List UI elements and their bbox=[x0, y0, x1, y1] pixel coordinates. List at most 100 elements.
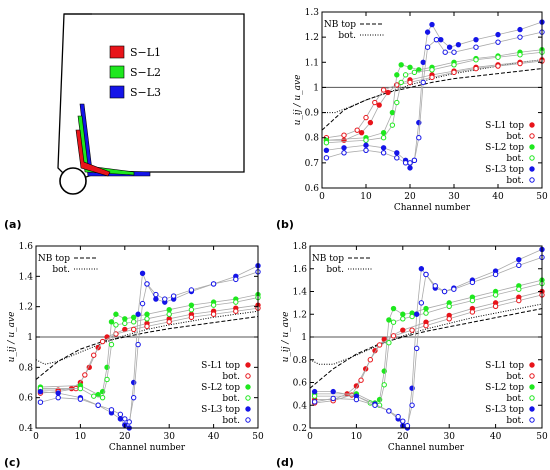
data-point bbox=[517, 34, 523, 40]
data-point bbox=[407, 165, 413, 171]
x-tick-label: 50 bbox=[536, 432, 548, 442]
data-point bbox=[385, 89, 391, 96]
data-point bbox=[99, 338, 106, 345]
x-tick-label: 50 bbox=[252, 432, 264, 442]
data-point bbox=[210, 302, 217, 308]
data-point bbox=[400, 311, 406, 317]
series-connector bbox=[326, 31, 543, 164]
legend-series-label: bot. bbox=[222, 416, 240, 426]
data-point bbox=[323, 155, 330, 161]
x-tick-label: 40 bbox=[208, 432, 220, 442]
data-point bbox=[233, 308, 239, 314]
data-point bbox=[367, 119, 374, 126]
data-point bbox=[407, 79, 413, 86]
series-connector bbox=[314, 294, 543, 404]
x-tick-label: 0 bbox=[319, 192, 325, 202]
x-tick-label: 10 bbox=[360, 192, 372, 202]
schematic-layer-s-l2 bbox=[77, 115, 135, 176]
legend-series-marker bbox=[245, 417, 251, 423]
legend-series-label: bot. bbox=[506, 176, 524, 186]
data-point bbox=[424, 44, 431, 50]
legend-series-label: S-L2 top bbox=[485, 143, 524, 153]
data-point bbox=[330, 395, 336, 402]
data-point bbox=[389, 122, 396, 128]
y-tick-label: 1.3 bbox=[305, 8, 320, 18]
legend-series-label: S-L3 top bbox=[485, 165, 524, 175]
legend-series-marker bbox=[245, 406, 251, 412]
legend-series-label: S-L1 top bbox=[485, 121, 524, 131]
y-tick-label: 1 bbox=[313, 83, 319, 93]
x-tick-label: 30 bbox=[163, 432, 175, 442]
x-tick-label: 20 bbox=[119, 432, 131, 442]
y-tick-label: 0.9 bbox=[305, 109, 320, 119]
data-point bbox=[414, 311, 420, 317]
data-point bbox=[469, 297, 476, 304]
data-point bbox=[394, 99, 400, 106]
legend-series-label: bot. bbox=[506, 416, 524, 426]
data-point bbox=[363, 147, 369, 153]
data-point bbox=[311, 388, 318, 395]
legend-series-marker bbox=[529, 406, 535, 412]
legend-series-label: S-L1 top bbox=[485, 361, 524, 371]
legend-series-marker bbox=[529, 373, 535, 379]
data-point bbox=[402, 72, 409, 78]
data-point bbox=[516, 286, 522, 292]
data-point bbox=[113, 322, 119, 328]
nb-top-line bbox=[309, 308, 543, 389]
legend-swatch-s-l3 bbox=[109, 85, 125, 99]
y-tick-label: 0.4 bbox=[19, 424, 34, 434]
data-point bbox=[130, 394, 137, 401]
data-point bbox=[516, 297, 522, 304]
legend-series-label: S-L3 top bbox=[201, 405, 240, 415]
data-point bbox=[341, 145, 347, 151]
data-point bbox=[139, 270, 146, 276]
data-point bbox=[451, 62, 457, 68]
legend-series-label: bot. bbox=[506, 394, 524, 404]
data-point bbox=[233, 299, 239, 305]
data-point bbox=[233, 276, 239, 283]
data-point bbox=[517, 26, 523, 33]
data-point bbox=[398, 62, 404, 68]
legend-series-label: bot. bbox=[222, 372, 240, 382]
nb-top-line bbox=[35, 316, 259, 380]
data-point bbox=[414, 345, 420, 352]
legend-series-marker bbox=[529, 155, 535, 161]
legend-series-marker bbox=[529, 177, 535, 183]
data-point bbox=[130, 326, 137, 333]
data-point bbox=[380, 129, 387, 136]
data-point bbox=[473, 44, 479, 50]
data-point bbox=[77, 385, 84, 392]
legend-series-marker bbox=[245, 384, 251, 390]
data-point bbox=[451, 286, 457, 292]
schematic-layer-s-l3 bbox=[79, 103, 151, 177]
y-tick-label: 1.8 bbox=[293, 242, 308, 252]
panel-letter-d: (d) bbox=[276, 456, 294, 469]
data-point bbox=[122, 316, 128, 322]
x-tick-label: 0 bbox=[33, 432, 39, 442]
data-point bbox=[91, 393, 97, 399]
data-point bbox=[395, 413, 401, 420]
data-point bbox=[376, 342, 383, 348]
data-point bbox=[144, 316, 150, 322]
data-point bbox=[404, 423, 411, 429]
y-tick-label: 0.8 bbox=[305, 134, 320, 144]
data-point bbox=[424, 29, 431, 35]
data-point bbox=[166, 311, 172, 317]
data-point bbox=[210, 281, 217, 287]
y-tick-label: 0.6 bbox=[305, 184, 320, 194]
data-point bbox=[376, 102, 382, 108]
panel-a-schematic: S−L1 S−L2 S−L3 (a) bbox=[4, 13, 245, 231]
data-point bbox=[495, 31, 501, 38]
data-point bbox=[492, 303, 499, 309]
data-point bbox=[117, 416, 124, 422]
data-point bbox=[389, 109, 396, 116]
legend-series-marker bbox=[245, 362, 251, 368]
data-point bbox=[400, 327, 406, 333]
data-point bbox=[432, 283, 438, 289]
x-tick-label: 10 bbox=[351, 432, 363, 442]
legend-label-s-l1: S−L1 bbox=[130, 46, 161, 59]
legend-nb-label: bot. bbox=[326, 265, 344, 275]
data-point bbox=[363, 137, 369, 143]
data-point bbox=[82, 372, 88, 378]
legend-series-label: S-L2 top bbox=[201, 383, 240, 393]
